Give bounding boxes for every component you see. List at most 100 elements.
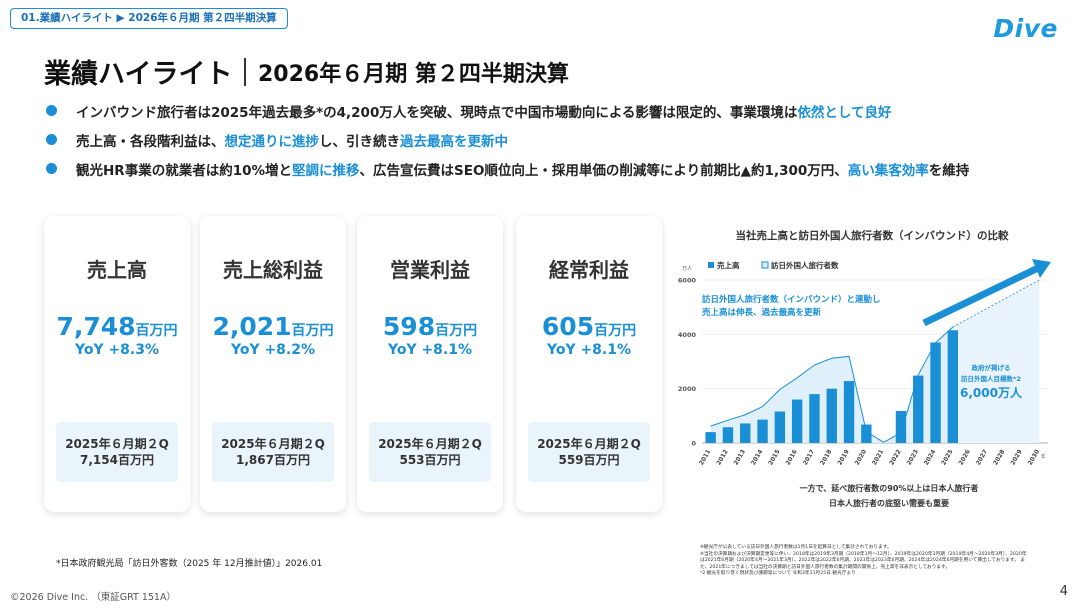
sales-bar-2019 [843,381,855,443]
y-tick-label: 4000 [678,331,697,339]
growth-arrow-shaft [922,264,1040,327]
kpi-prev-label: 2025年６月期２Q [378,437,482,451]
highlight-bullet: 観光HR事業の就業者は約10%増と 堅調に推移 、広告宣伝費はSEO順位向上・採用単… [46,154,1076,183]
kpi-card-operating-profit: 営業利益 598百万円 YoY +8.1% 2025年６月期２Q 553百万円 [357,216,503,512]
kpi-prev-label: 2025年６月期２Q [65,437,169,451]
chart-annotation: 訪日外国人旅行者数（インバウンド）と連動し [702,294,881,305]
target-value: 6,000万人 [960,385,1023,400]
page-title-sub: 2026年６月期 第２四半期決算 [257,61,569,87]
sales-bar-2022 [895,410,907,443]
kpi-card-ordinary-profit: 経常利益 605百万円 YoY +8.1% 2025年６月期２Q 559百万円 [516,216,662,512]
kpi-prev-value: 7,154百万円 [80,453,154,467]
highlight-bullets: インバウンド旅行者は2025年過去最多*の4,200万人を突破、現時点で中国市場… [46,96,1076,183]
chart-title: 当社売上高と訪日外国人旅行者数（インバウンド）の比較 [736,229,1009,242]
bullet-highlight-text: 依然として良好 [797,104,892,121]
source-footnote: *日本政府観光局「訪日外客数（2025 年 12月推計値）」2026.01 [56,559,323,569]
page-title-main: 業績ハイライト [44,59,233,90]
kpi-unit: 百万円 [594,323,637,339]
kpi-prev-value: 559百万円 [558,453,620,467]
kpi-prev-box: 2025年６月期２Q 553百万円 [369,422,491,482]
sales-bar-2011 [705,432,716,443]
chart-note: ※当社の決算期および決算期変更等に伴い、2018年は2019年3月期（2018年… [700,551,1027,570]
growth-arrow-head [1032,259,1051,278]
kpi-card-gross-profit: 売上総利益 2,021百万円 YoY +8.2% 2025年６月期２Q 1,867… [200,216,346,512]
sales-bar-2015 [774,411,786,443]
kpi-unit: 百万円 [135,323,178,339]
x-tick-label: 2011 [698,449,712,467]
kpi-yoy: YoY +8.1% [387,342,473,358]
kpi-number: 598 [382,312,436,341]
chart-note: ※観光庁が公表している訪日外国人旅行者数は1月1日を起算日として集計されておりま… [700,545,892,550]
kpi-value: 598百万円 [357,312,503,341]
x-tick-label: 2027 [975,449,989,467]
sales-bar-2014 [757,419,768,443]
kpi-card-sales: 売上高 7,748百万円 YoY +8.3% 2025年６月期２Q 7,154百万… [44,216,190,512]
x-tick-label: 2017 [802,449,816,467]
x-tick-label: 2018 [819,449,833,467]
copyright: ©2026 Dive Inc. （東証GRT 151A） [10,592,176,603]
bullet-highlight-text: 堅調に推移 [292,162,360,179]
bullet-dot-icon [46,163,57,174]
inbound-area [710,326,953,443]
sales-bar-2018 [826,388,837,443]
legend-label-inbound: 訪日外国人旅行者数 [771,260,839,270]
title-divider [244,57,246,86]
x-tick-label: 2015 [767,449,781,467]
target-label: 政府が掲げる [972,363,1011,372]
kpi-cards: 売上高 7,748百万円 YoY +8.3% 2025年６月期２Q 7,154百万… [44,216,664,512]
bullet-dot-icon [46,134,57,145]
x-tick-label: 2028 [992,449,1006,467]
legend-swatch-sales [708,262,714,268]
x-tick-label: 2026 [957,449,971,467]
chart-bottom-note: 日本人旅行者の底堅い需要も重要 [829,498,949,508]
legend-swatch-inbound [761,261,769,269]
chart-notes: ※観光庁が公表している訪日外国人旅行者数は1月1日を起算日として集計されておりま… [700,545,1030,578]
sales-bar-2012 [722,427,734,443]
sales-bar-2016 [791,399,803,443]
bullet-highlight-text: 過去最高を更新中 [400,133,508,150]
highlight-bullet: 売上高・各段階利益は、 想定通りに進捗 し、引き続き 過去最高を更新中 [46,125,1076,154]
company-logo: Dive [993,14,1058,43]
kpi-number: 605 [541,312,595,341]
x-axis-suffix: 年 [1041,453,1046,460]
page-number: 4 [1059,584,1068,599]
sales-bar-2024 [930,342,941,443]
bullet-text: インバウンド旅行者は2025年過去最多*の4,200万人を突破、現時点で中国市場… [76,104,798,121]
inbound-line [710,326,954,443]
highlight-bullet: インバウンド旅行者は2025年過去最多*の4,200万人を突破、現時点で中国市場… [46,96,1076,125]
kpi-prev-box: 2025年６月期２Q 1,867百万円 [212,422,334,482]
x-tick-label: 2022 [888,449,902,467]
kpi-name: 売上高 [87,258,147,282]
chart-y-unit: 万人 [682,266,692,272]
kpi-prev-box: 2025年６月期２Q 7,154百万円 [56,422,178,482]
x-tick-label: 2016 [784,449,798,467]
y-tick-label: 2000 [678,385,697,393]
kpi-unit: 百万円 [435,323,478,339]
kpi-prev-label: 2025年６月期２Q [221,437,325,451]
x-tick-label: 2024 [923,449,937,467]
x-tick-label: 2029 [1009,449,1023,467]
x-tick-label: 2023 [906,449,920,467]
bullet-text: 観光HR事業の就業者は約10%増と [76,162,293,179]
x-tick-label: 2030 [1027,449,1041,467]
kpi-value: 7,748百万円 [44,312,190,341]
sales-bar-2025 [947,330,959,443]
x-tick-label: 2020 [854,449,868,467]
target-label: 訪日外国人目標数*2 [961,374,1021,383]
y-tick-label: 0 [691,440,696,448]
kpi-yoy: YoY +8.1% [546,342,632,358]
x-tick-label: 2014 [750,449,764,467]
x-tick-label: 2019 [836,449,850,467]
kpi-name: 営業利益 [390,258,470,282]
target-projection-line [952,279,1040,328]
kpi-prev-box: 2025年６月期２Q 559百万円 [528,422,650,482]
breadcrumb: 01.業績ハイライト ▶ 2026年６月期 第２四半期決算 [10,8,288,29]
chart-annotation: 売上高は伸長、過去最高を更新 [701,307,822,318]
x-tick-label: 2021 [871,449,885,467]
kpi-number: 2,021 [212,312,292,341]
x-tick-label: 2013 [733,449,747,467]
bullet-highlight-text: 想定通りに進捗 [224,133,320,150]
sales-bar-2020 [861,424,872,443]
bullet-text: 、広告宣伝費はSEO順位向上・採用単価の削減等により前期比▲約1,300万円、 [359,162,848,179]
